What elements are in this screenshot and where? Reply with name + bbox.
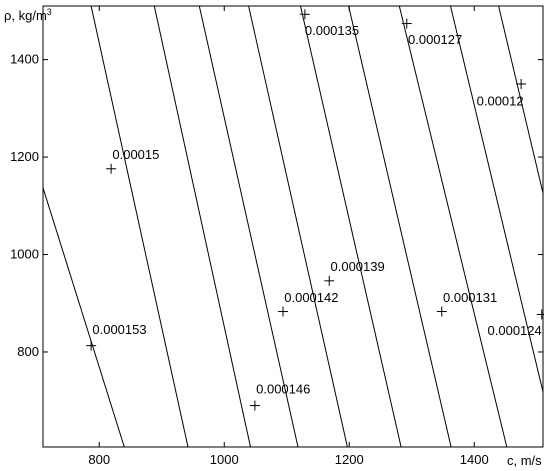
- y-tick-label: 1000: [10, 247, 39, 262]
- contour-labels: 0.000153 0.00015 0.000146 0.000142 0.000139 0…: [92, 23, 541, 396]
- x-tick-label: 1000: [210, 452, 239, 467]
- contour-lines: [42, 5, 544, 448]
- x-tick-label: 800: [88, 452, 110, 467]
- y-tick-label: 1200: [10, 149, 39, 164]
- contour-label: 0.00012: [477, 93, 524, 108]
- x-axis-ticks: 800 1000 1200 1400: [88, 6, 489, 467]
- contour-label: 0.000124: [488, 323, 542, 338]
- contour-label: 0.000153: [92, 322, 146, 337]
- contour-line: [300, 5, 402, 448]
- y-axis-label: ρ, kg/m3: [4, 7, 52, 23]
- contour-label: 0.00015: [112, 147, 159, 162]
- y-tick-label: 1400: [10, 52, 39, 67]
- contour-label: 0.000127: [408, 32, 462, 47]
- plot-frame: [42, 5, 544, 448]
- y-tick-label: 800: [17, 344, 39, 359]
- contour-line: [90, 5, 189, 448]
- x-axis-label: c, m/s: [507, 453, 542, 468]
- contour-line: [348, 5, 452, 448]
- contour-label: 0.000142: [284, 290, 338, 305]
- contour-label: 0.000131: [443, 290, 497, 305]
- x-tick-label: 1200: [335, 452, 364, 467]
- contour-line: [498, 5, 544, 194]
- contour-line: [153, 5, 251, 448]
- contour-label: 0.000146: [256, 381, 310, 396]
- contour-line: [398, 5, 508, 448]
- contour-line: [450, 5, 544, 393]
- x-tick-label: 1400: [460, 452, 489, 467]
- contour-label: 0.000135: [305, 23, 359, 38]
- y-axis-ticks: 800 1000 1200 1400: [10, 52, 543, 359]
- contour-line: [248, 5, 348, 448]
- contour-label: 0.000139: [331, 259, 385, 274]
- point-markers: [86, 9, 544, 411]
- contour-line: [42, 187, 125, 448]
- contour-line: [198, 5, 299, 448]
